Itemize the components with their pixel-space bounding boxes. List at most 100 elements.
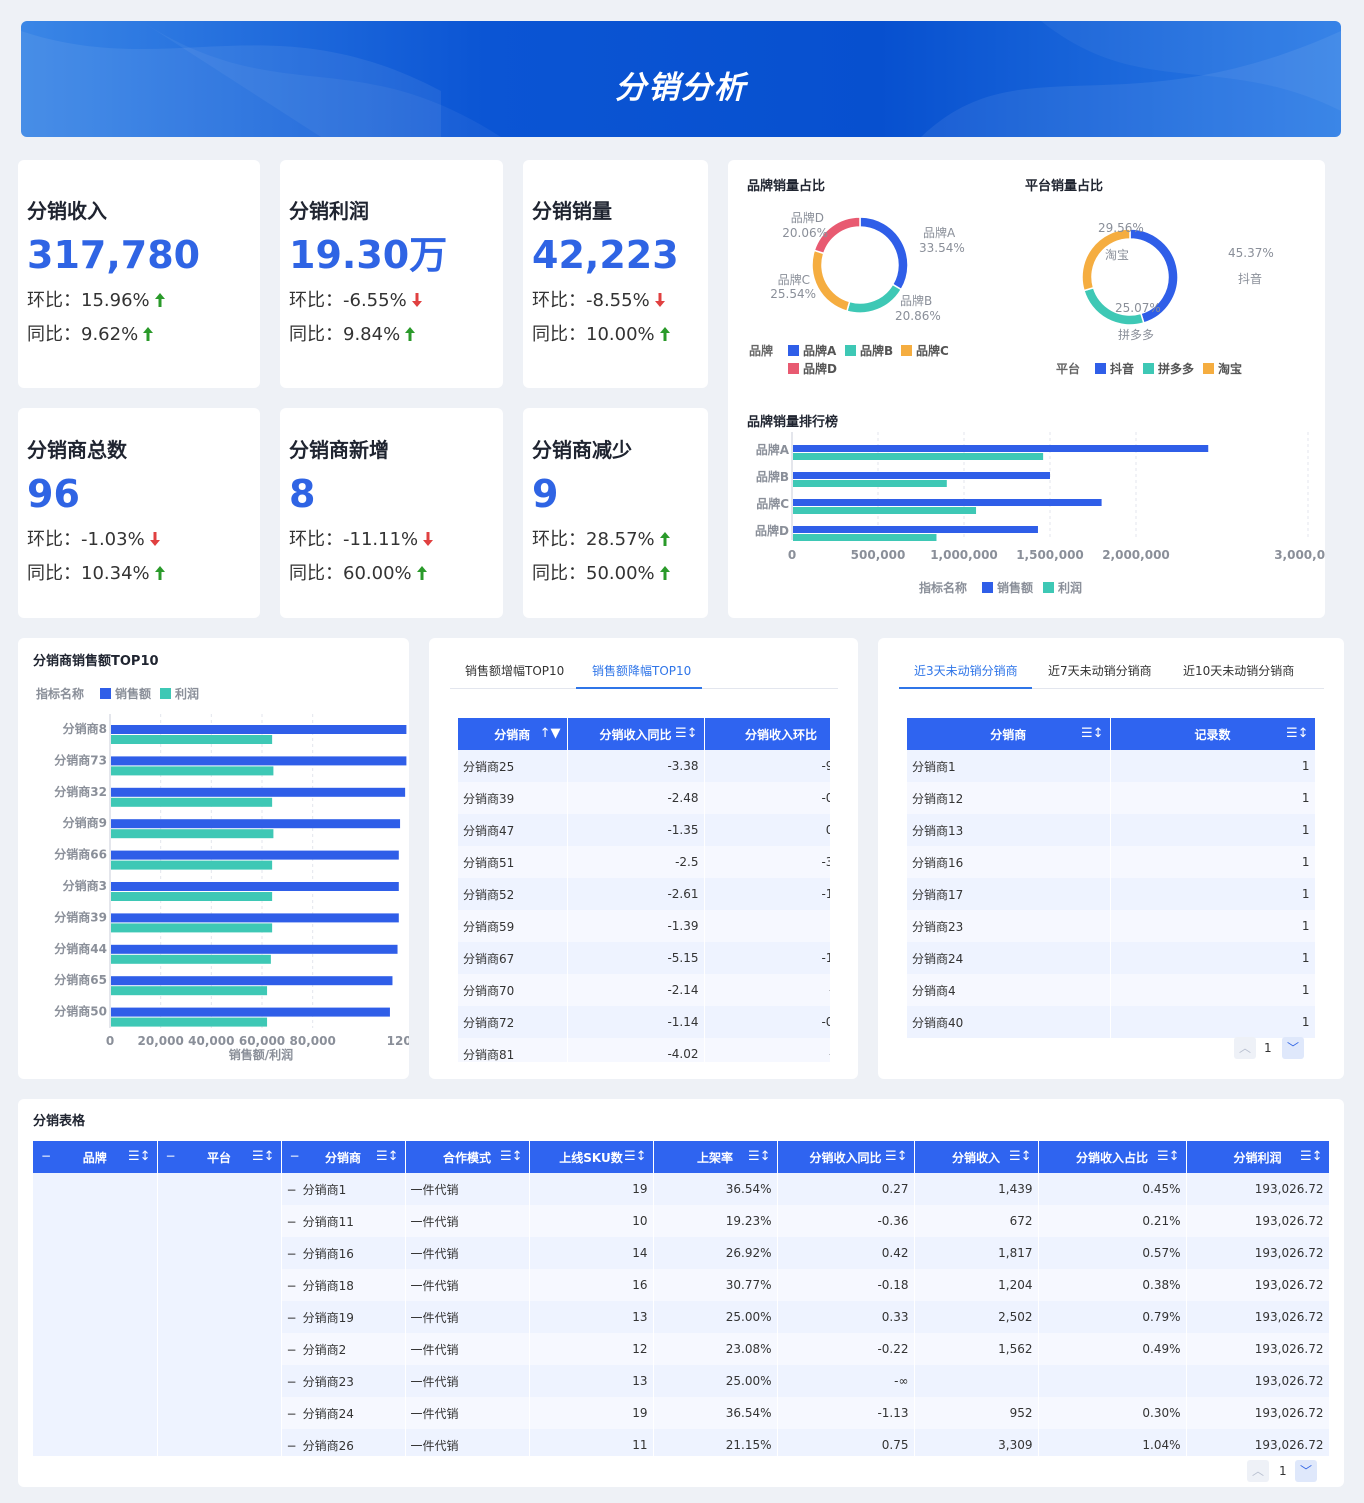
table-row[interactable]: − 分销商11 一件代销 10 19.23% -0.36 672 0.21% 193,026.7… bbox=[33, 1205, 1329, 1237]
table-row[interactable]: 分销商4 1 bbox=[907, 974, 1316, 1006]
bar-sales[interactable] bbox=[793, 499, 1102, 506]
column-header[interactable]: 分销收入环比 ☰↕ bbox=[704, 718, 830, 750]
table-row[interactable]: 分销商51-2.5-3.06 bbox=[458, 846, 830, 878]
bar-profit[interactable] bbox=[111, 735, 273, 744]
table-row[interactable]: 分销商70-2.14-5.4 bbox=[458, 974, 830, 1006]
table-row[interactable]: 分销商13 1 bbox=[907, 814, 1316, 846]
sort-icon[interactable]: ☰↕ bbox=[1008, 1149, 1032, 1164]
tab-unsold-7d[interactable]: 近7天未动销分销商 bbox=[1048, 664, 1152, 678]
tab-unsold-10d[interactable]: 近10天未动销分销商 bbox=[1183, 664, 1295, 678]
column-header[interactable]: 上架率 ☰↕ bbox=[653, 1141, 778, 1173]
column-header[interactable]: 分销商 ☰↕ bbox=[907, 718, 1111, 750]
collapse-icon[interactable]: − bbox=[286, 1438, 297, 1453]
legend-item[interactable]: 拼多多 bbox=[1143, 360, 1194, 377]
bar-sales[interactable] bbox=[111, 913, 399, 923]
collapse-icon[interactable]: − bbox=[286, 1246, 297, 1261]
sort-icon[interactable]: ☰↕ bbox=[829, 726, 830, 741]
bar-sales[interactable] bbox=[111, 1007, 390, 1017]
bar-sales[interactable] bbox=[793, 472, 1050, 479]
pie-slice[interactable] bbox=[1081, 228, 1131, 292]
table-row[interactable]: 分销商24 1 bbox=[907, 942, 1316, 974]
table-row[interactable]: 分销商67-5.15-1.91 bbox=[458, 942, 830, 974]
bar-profit[interactable] bbox=[111, 954, 271, 964]
sort-icon[interactable]: ☰↕ bbox=[623, 1149, 647, 1164]
tab-decrease-top10[interactable]: 销售额降幅TOP10 bbox=[592, 664, 692, 678]
column-header[interactable]: − 平台 ☰↕ bbox=[157, 1141, 282, 1173]
collapse-icon[interactable]: − bbox=[286, 1278, 297, 1293]
pie-slice[interactable] bbox=[811, 249, 851, 313]
bar-profit[interactable] bbox=[793, 480, 947, 487]
table-row[interactable]: 分销商17 1 bbox=[907, 878, 1316, 910]
bar-profit[interactable] bbox=[111, 797, 273, 807]
table-row[interactable]: − 分销商19 一件代销 13 25.00% 0.33 2,502 0.79% 193,026.… bbox=[33, 1301, 1329, 1333]
bar-sales[interactable] bbox=[111, 819, 401, 829]
collapse-icon[interactable]: − bbox=[41, 1149, 52, 1163]
legend-item[interactable]: 抖音 bbox=[1095, 360, 1134, 377]
legend-item[interactable]: 淘宝 bbox=[1203, 360, 1242, 377]
table-row[interactable]: − 分销商23 一件代销 13 25.00% -∞ 193,026.72 bbox=[33, 1365, 1329, 1397]
table-row[interactable]: − 分销商1 一件代销 19 36.54% 0.27 1,439 0.45% 193,026.7… bbox=[33, 1173, 1329, 1456]
table-row[interactable]: 分销商72-1.14-0.91 bbox=[458, 1006, 830, 1038]
collapse-icon[interactable]: − bbox=[286, 1342, 297, 1357]
table-row[interactable]: 分销商40 1 bbox=[907, 1006, 1316, 1038]
column-header[interactable]: 上线SKU数 ☰↕ bbox=[529, 1141, 654, 1173]
table-row[interactable]: − 分销商2 一件代销 12 23.08% -0.22 1,562 0.49% 193,026.… bbox=[33, 1333, 1329, 1365]
sort-icon[interactable]: ☰↕ bbox=[1299, 1149, 1323, 1164]
sort-icon[interactable]: ☰↕ bbox=[499, 1149, 523, 1164]
table-row[interactable]: 分销商23 1 bbox=[907, 910, 1316, 942]
bar-profit[interactable] bbox=[793, 507, 977, 514]
table-row[interactable]: 分销商59-1.390.1 bbox=[458, 910, 830, 942]
pie-slice[interactable] bbox=[859, 216, 909, 291]
legend-item[interactable]: 品牌B bbox=[845, 342, 893, 359]
sort-icon[interactable]: ☰↕ bbox=[1080, 726, 1104, 741]
sort-icon[interactable]: ☰↕ bbox=[375, 1149, 399, 1164]
table-row[interactable]: − 分销商24 一件代销 19 36.54% -1.13 952 0.30% 193,026.7… bbox=[33, 1397, 1329, 1429]
table-row[interactable]: 分销商1 1 bbox=[907, 750, 1316, 782]
table-row[interactable]: 分销商47-1.350.29 bbox=[458, 814, 830, 846]
bar-sales[interactable] bbox=[111, 787, 406, 797]
pager-next-button[interactable]: ﹀ bbox=[1282, 1037, 1304, 1059]
bar-profit[interactable] bbox=[793, 534, 937, 541]
sort-icon[interactable]: ☰↕ bbox=[884, 1149, 908, 1164]
collapse-icon[interactable]: − bbox=[286, 1406, 297, 1421]
collapse-icon[interactable]: − bbox=[165, 1149, 176, 1163]
column-header[interactable]: 分销收入同比 ☰↕ bbox=[777, 1141, 915, 1173]
table-row[interactable]: − 分销商18 一件代销 16 30.77% -0.18 1,204 0.38% 193,026… bbox=[33, 1269, 1329, 1301]
column-header[interactable]: 合作模式 ☰↕ bbox=[405, 1141, 530, 1173]
sort-icon[interactable]: ☰↕ bbox=[1156, 1149, 1180, 1164]
bar-sales[interactable] bbox=[793, 445, 1209, 452]
table-row[interactable]: 分销商16 1 bbox=[907, 846, 1316, 878]
pie-slice[interactable] bbox=[813, 216, 861, 255]
column-header[interactable]: 分销收入同比 ☰↕ bbox=[567, 718, 705, 750]
table-pager-next-button[interactable]: ﹀ bbox=[1295, 1460, 1317, 1482]
collapse-icon[interactable]: − bbox=[286, 1182, 297, 1197]
collapse-icon[interactable]: − bbox=[289, 1149, 300, 1163]
bar-sales[interactable] bbox=[111, 756, 407, 766]
column-header[interactable]: 分销商 ↑▼ bbox=[458, 718, 568, 750]
collapse-icon[interactable]: − bbox=[286, 1214, 297, 1229]
column-header[interactable]: 记录数 ☰↕ bbox=[1110, 718, 1316, 750]
bar-profit[interactable] bbox=[111, 986, 268, 996]
table-row[interactable]: 分销商39-2.48-0.36 bbox=[458, 782, 830, 814]
table-row[interactable]: 分销商25-3.38-9.89 bbox=[458, 750, 830, 782]
column-header[interactable]: 分销收入占比 ☰↕ bbox=[1038, 1141, 1187, 1173]
bar-sales[interactable] bbox=[111, 882, 399, 891]
legend-item[interactable]: 品牌D bbox=[788, 360, 837, 377]
legend-item[interactable]: 品牌C bbox=[901, 342, 949, 359]
bar-profit[interactable] bbox=[111, 829, 274, 839]
table-row[interactable]: 分销商12 1 bbox=[907, 782, 1316, 814]
pager-prev-button[interactable]: ︿ bbox=[1234, 1037, 1256, 1059]
sort-icon[interactable]: ☰↕ bbox=[1285, 726, 1309, 741]
table-row[interactable]: 分销商81-4.02-2.2 bbox=[458, 1038, 830, 1062]
column-header[interactable]: 分销收入 ☰↕ bbox=[914, 1141, 1039, 1173]
bar-profit[interactable] bbox=[111, 923, 273, 933]
sort-icon[interactable]: ☰↕ bbox=[674, 726, 698, 741]
table-pager-prev-button[interactable]: ︿ bbox=[1247, 1460, 1269, 1482]
sort-icon[interactable]: ☰↕ bbox=[127, 1149, 151, 1164]
table-row[interactable]: − 分销商26 一件代销 11 21.15% 0.75 3,309 1.04% 193,026.… bbox=[33, 1429, 1329, 1456]
bar-sales[interactable] bbox=[111, 725, 407, 734]
bar-profit[interactable] bbox=[111, 1017, 268, 1027]
bar-sales[interactable] bbox=[111, 850, 399, 860]
legend-item[interactable]: 品牌A bbox=[788, 342, 836, 359]
sort-icon[interactable]: ☰↕ bbox=[747, 1149, 771, 1164]
